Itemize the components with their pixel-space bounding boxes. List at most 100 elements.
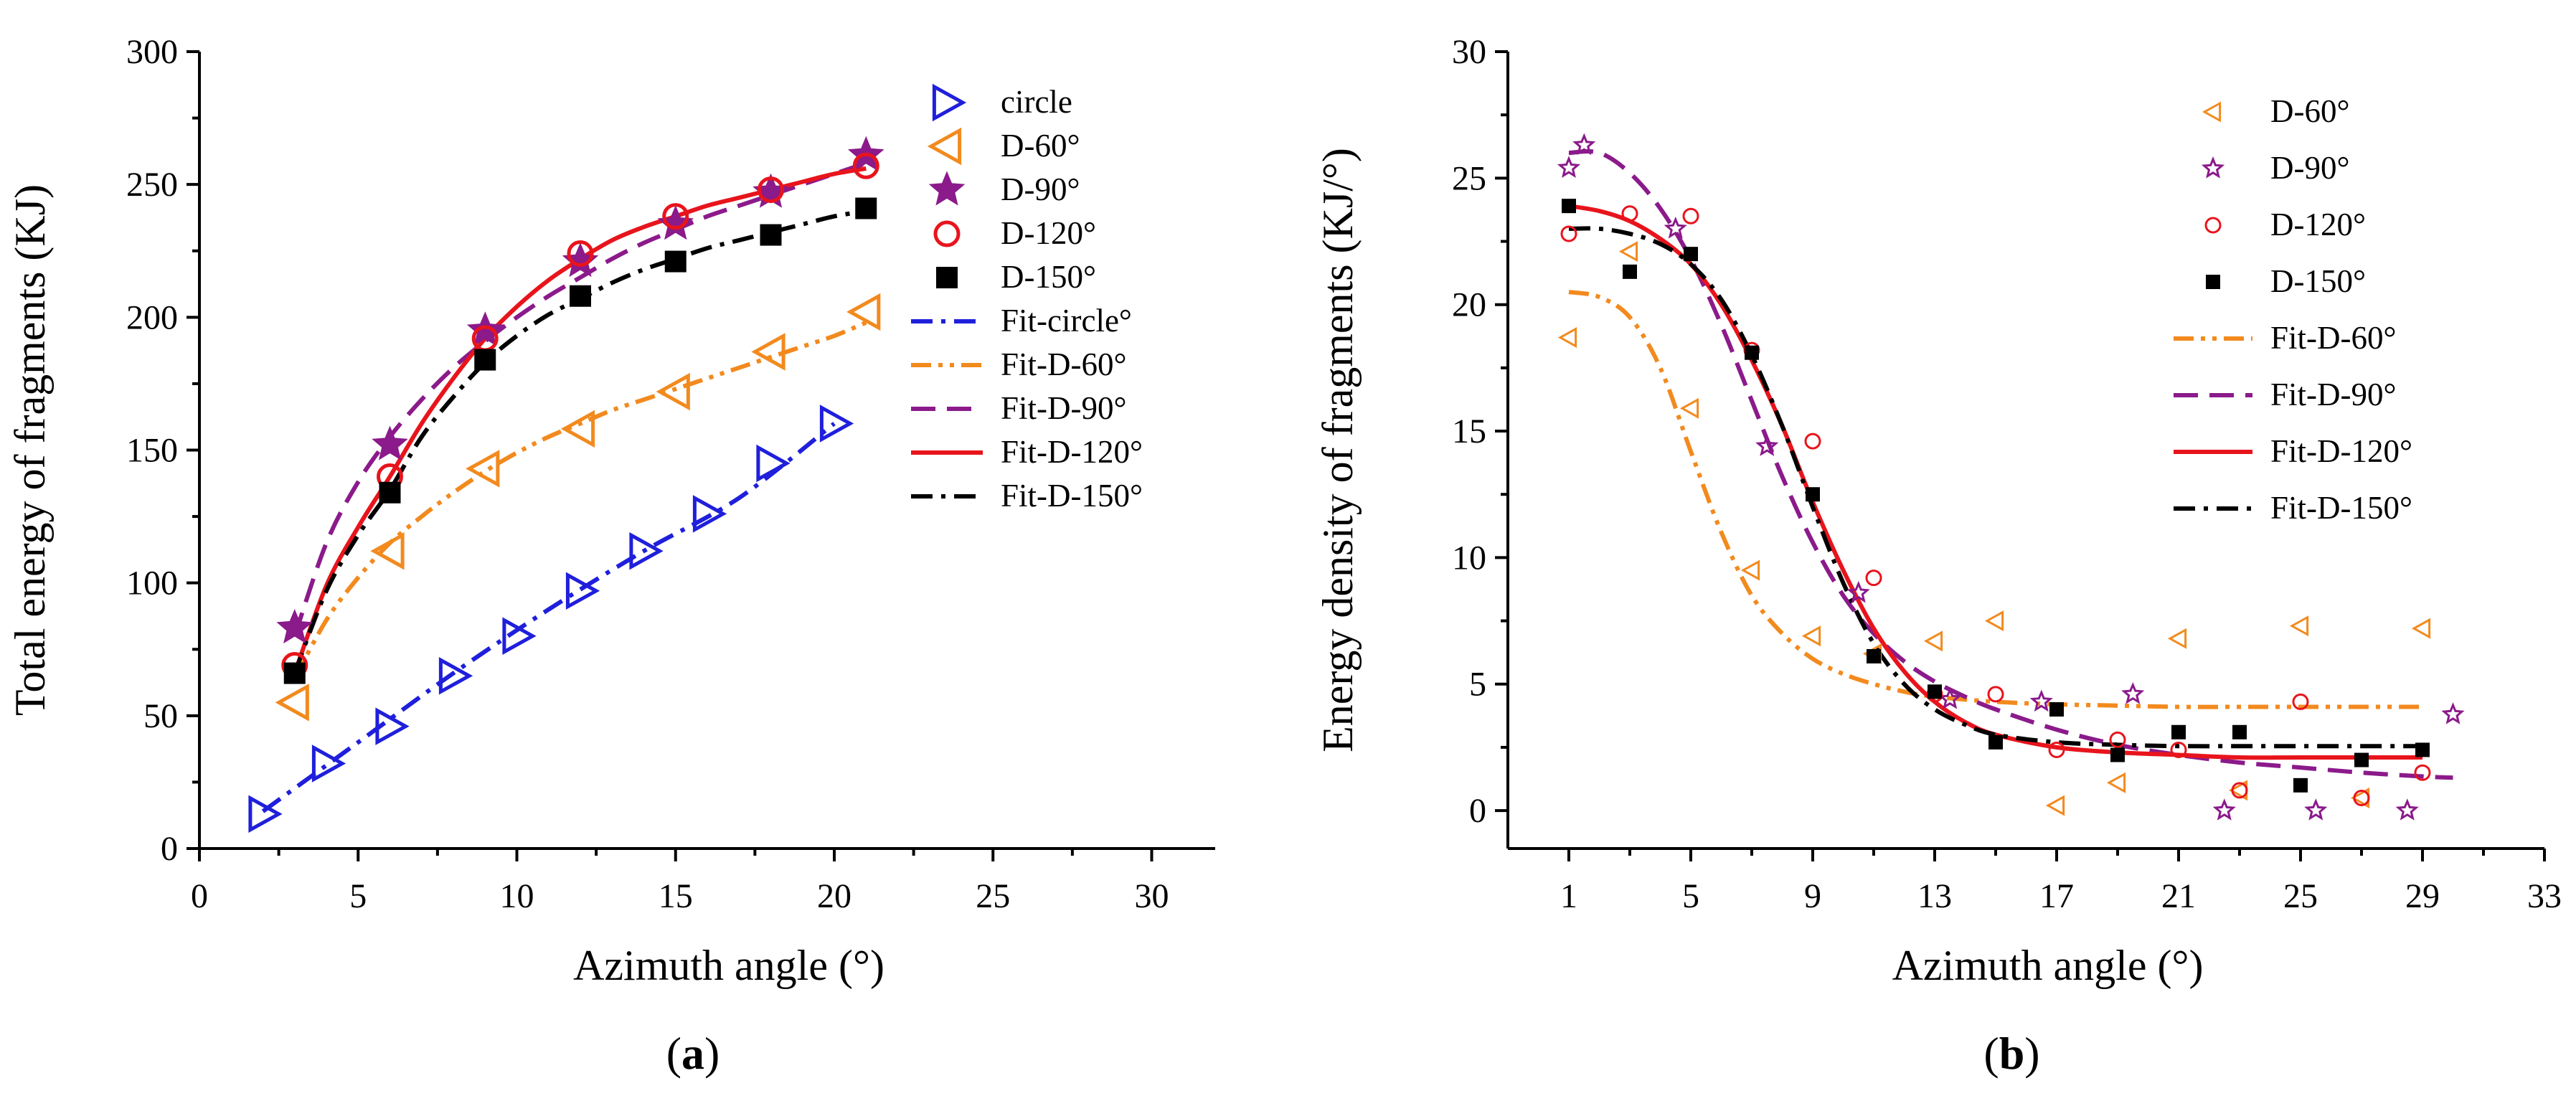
chart-a-data-point [248, 795, 283, 833]
chart-b-legend-label: D-90° [2270, 150, 2349, 186]
chart-a-data-point [438, 657, 473, 695]
chart-b-data-point [1623, 264, 1637, 279]
chart-b-legend-entry: Fit-D-120° [2174, 433, 2412, 469]
chart-a-legend-symbol [933, 220, 961, 247]
chart-b-y-tick-label: 0 [1469, 792, 1486, 830]
chart-a-data-point [370, 531, 405, 570]
chart-b-data-point [1865, 570, 1882, 587]
chart-a-y-tick-label: 50 [143, 697, 178, 735]
chart-a-data-point [756, 444, 791, 483]
chart-b-data-point [2411, 618, 2431, 639]
chart-b-legend-entry: Fit-D-60° [2174, 320, 2397, 356]
chart-a-x-tick-label: 15 [659, 877, 693, 915]
chart-b-data-point [2292, 693, 2309, 710]
chart-a-x-tick-label: 5 [349, 877, 367, 915]
chart-b-x-tick-label: 1 [1560, 877, 1577, 915]
chart-b-data-point [2395, 798, 2419, 821]
chart-b-data-point [1867, 648, 1881, 663]
chart-a-data-point [570, 285, 591, 307]
panel-label-part: a [681, 1028, 704, 1079]
chart-a-data-point [664, 250, 687, 273]
chart-b-data-point [1621, 205, 1638, 222]
chart-a-legend-label: Fit-D-60° [1001, 346, 1127, 382]
chart-b-data-point [1618, 241, 1638, 263]
chart-a-x-tick-label: 25 [976, 877, 1010, 915]
chart-a-y-tick-label: 250 [126, 166, 178, 204]
chart-b-legend-entry: D-150° [2206, 263, 2366, 299]
chart-b-x-tick-label: 5 [1682, 877, 1699, 915]
chart-b-legend-label: D-60° [2270, 93, 2349, 129]
chart-a-data-point [656, 372, 690, 411]
panel-label-part: ) [2024, 1028, 2039, 1079]
chart-a-legend-entry: D-150° [936, 259, 1096, 295]
chart-a-data-point [758, 176, 784, 204]
panel-label-part: ) [704, 1028, 720, 1079]
chart-a-panel-label: (a) [666, 1028, 720, 1079]
chart-b-legend-symbol [2202, 101, 2222, 123]
chart-b-legend-label: Fit-D-90° [2270, 377, 2397, 412]
chart-a-data-point [560, 410, 595, 448]
chart-a-legend-entry: D-60° [927, 127, 1080, 166]
chart-a-x-tick-label: 10 [500, 877, 534, 915]
chart-b-data-point [1562, 199, 1576, 214]
chart-b-data-point [1987, 686, 2004, 703]
chart-a-x-axis-label: Azimuth angle (°) [573, 942, 884, 989]
chart-a-data-point [567, 240, 594, 267]
chart-b-series-line [1568, 290, 2422, 709]
chart-b-legend-label: Fit-D-120° [2270, 433, 2412, 469]
chart-b-data-point [2049, 702, 2064, 717]
chart-b-data-point [2170, 741, 2187, 758]
chart-a-data-point [855, 197, 877, 219]
chart-a-legend-label: circle [1001, 84, 1072, 120]
chart-a-series-line [292, 161, 867, 637]
chart-a-data-point [846, 293, 881, 331]
chart-b-legend-label: D-150° [2270, 263, 2366, 299]
chart-a-data-point [375, 707, 410, 745]
chart-a-data-point [662, 203, 689, 230]
chart-b-data-point [1740, 559, 1760, 581]
chart-a-data-point [474, 349, 496, 371]
chart-b-data-point [1557, 156, 1581, 178]
chart-b-panel-label: (b) [1983, 1028, 2039, 1079]
panel-label-part: ( [666, 1028, 681, 1079]
chart-a-legend-entry: D-90° [928, 171, 1080, 207]
chart-a-legend-symbol [932, 83, 967, 122]
panel-label-part: ( [1983, 1028, 1999, 1079]
chart-b-legend-entry: D-60° [2202, 93, 2349, 129]
chart-b-x-tick-label: 13 [1917, 877, 1952, 915]
chart-b-series-line [1568, 226, 2422, 749]
chart-b-x-tick-label: 9 [1804, 877, 1821, 915]
chart-a-legend-label: D-90° [1001, 171, 1080, 207]
chart-a-data-point [466, 311, 504, 346]
chart-b-data-point [1938, 686, 1962, 709]
chart-b-data-point [2106, 772, 2126, 793]
chart-a-legend-symbol [928, 171, 966, 206]
chart-b-data-point [1679, 397, 1699, 419]
chart-a-legend-label: D-150° [1001, 259, 1096, 295]
chart-b-data-point [1745, 345, 1759, 360]
chart-b-data-point [2212, 798, 2236, 821]
chart-b-legend-symbol [2204, 217, 2222, 234]
chart-b-data-point [2048, 741, 2065, 758]
chart-a-data-point [692, 495, 727, 533]
chart-a-legend-entry: Fit-D-150° [911, 478, 1143, 514]
chart-b-legend-entry: D-90° [2201, 150, 2349, 186]
chart-a-legend-symbol [936, 267, 958, 288]
chart-a-series-line [261, 422, 836, 813]
chart-a-y-axis-label: Total energy of fragments (KJ) [6, 184, 54, 716]
chart-a-legend-label: D-120° [1001, 215, 1096, 251]
chart-a-legend-label: Fit-circle° [1001, 303, 1132, 339]
chart-b-x-tick-label: 29 [2405, 877, 2440, 915]
chart-b-y-tick-label: 20 [1452, 286, 1486, 324]
chart-a-legend-label: D-60° [1001, 128, 1080, 164]
chart-a-legend-entry: circle [932, 83, 1072, 122]
chart-b-x-axis-label: Azimuth angle (°) [1892, 942, 2204, 989]
chart-b-data-point [2029, 689, 2053, 712]
chart-b-data-point [1928, 684, 1942, 699]
chart-a-x-tick-label: 30 [1135, 877, 1169, 915]
chart-b-data-point [2289, 615, 2309, 637]
chart-a-y-tick-label: 300 [126, 33, 178, 71]
chart-b-x-tick-label: 25 [2283, 877, 2318, 915]
chart-a-data-point [629, 531, 664, 570]
